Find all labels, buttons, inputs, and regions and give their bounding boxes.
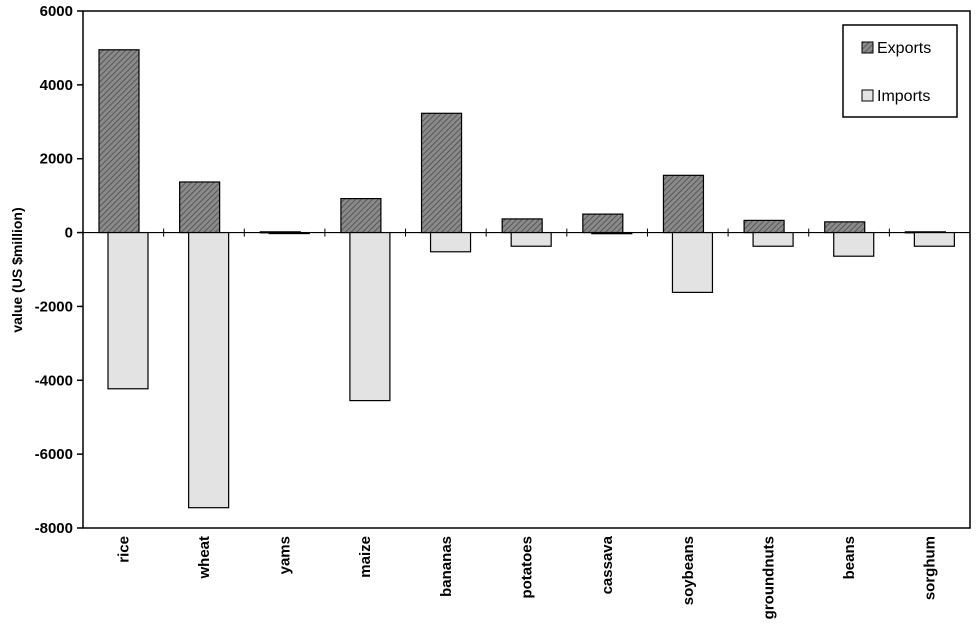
bar-imports-yams bbox=[268, 231, 310, 235]
x-tick-label: potatoes bbox=[519, 536, 536, 599]
plot-area bbox=[82, 10, 971, 529]
x-tick-label: rice bbox=[115, 536, 132, 563]
y-tick-label: 0 bbox=[65, 225, 73, 242]
bar-imports-soybeans bbox=[671, 231, 714, 293]
bar-imports-cassava bbox=[591, 231, 633, 235]
bar-imports-potatoes bbox=[510, 231, 552, 247]
legend: Exports Imports bbox=[842, 24, 958, 118]
x-tick-label: cassava bbox=[599, 535, 616, 594]
bar-exports-potatoes bbox=[501, 218, 543, 234]
y-axis-title: value (US $million) bbox=[9, 207, 25, 332]
x-tick-label: yams bbox=[277, 536, 294, 574]
bar-exports-cassava bbox=[582, 213, 624, 234]
bar-exports-beans bbox=[824, 221, 866, 234]
y-tick-label: -4000 bbox=[35, 372, 73, 389]
x-tick-label: sorghum bbox=[922, 536, 939, 600]
bar-imports-bananas bbox=[429, 231, 472, 253]
y-tick-label: 6000 bbox=[40, 3, 73, 20]
legend-swatch-imports bbox=[861, 89, 874, 102]
bar-exports-soybeans bbox=[662, 174, 705, 234]
x-tick-label: soybeans bbox=[680, 536, 697, 605]
bar-exports-wheat bbox=[179, 181, 221, 234]
bars bbox=[98, 49, 955, 509]
bar-imports-maize bbox=[349, 231, 391, 402]
x-tick-labels: rice wheat yams maize bananas potatoes cassava… bbox=[115, 535, 938, 619]
x-tick-label: bananas bbox=[438, 536, 455, 597]
legend-label-imports: Imports bbox=[877, 88, 930, 105]
legend-swatch-exports bbox=[861, 41, 874, 54]
bar-exports-groundnuts bbox=[743, 219, 785, 234]
y-tick-label: -8000 bbox=[35, 520, 73, 537]
legend-box bbox=[842, 24, 958, 118]
y-tick-label: -2000 bbox=[35, 298, 73, 315]
y-tick-label: -6000 bbox=[35, 446, 73, 463]
x-tick-label: beans bbox=[841, 536, 858, 579]
y-axis: 6000 4000 2000 0 -2000 -4000 -6000 -8000 bbox=[35, 3, 83, 537]
x-tick-label: groundnuts bbox=[760, 536, 777, 619]
bar-imports-sorghum bbox=[913, 231, 955, 247]
bar-exports-bananas bbox=[420, 112, 463, 234]
bar-imports-groundnuts bbox=[752, 231, 794, 247]
legend-label-exports: Exports bbox=[877, 40, 931, 57]
bar-exports-maize bbox=[340, 197, 382, 234]
bar-imports-wheat bbox=[188, 231, 230, 509]
bar-imports-beans bbox=[833, 231, 875, 257]
x-tick-label: maize bbox=[357, 536, 374, 578]
y-tick-label: 2000 bbox=[40, 151, 73, 168]
bar-exports-rice bbox=[98, 49, 140, 234]
bar-imports-rice bbox=[107, 231, 149, 390]
y-tick-label: 4000 bbox=[40, 77, 73, 94]
x-tick-label: wheat bbox=[196, 536, 213, 580]
